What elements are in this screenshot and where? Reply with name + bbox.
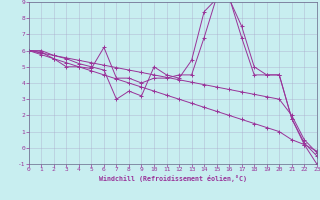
X-axis label: Windchill (Refroidissement éolien,°C): Windchill (Refroidissement éolien,°C) bbox=[99, 175, 247, 182]
